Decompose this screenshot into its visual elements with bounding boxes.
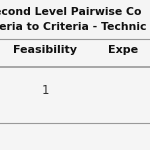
Text: econd Level Pairwise Co: econd Level Pairwise Co — [0, 7, 141, 17]
Text: Expe: Expe — [108, 45, 138, 55]
Text: 1: 1 — [41, 84, 49, 96]
Text: Feasibility: Feasibility — [13, 45, 77, 55]
Text: teria to Criteria - Technic: teria to Criteria - Technic — [0, 22, 147, 32]
